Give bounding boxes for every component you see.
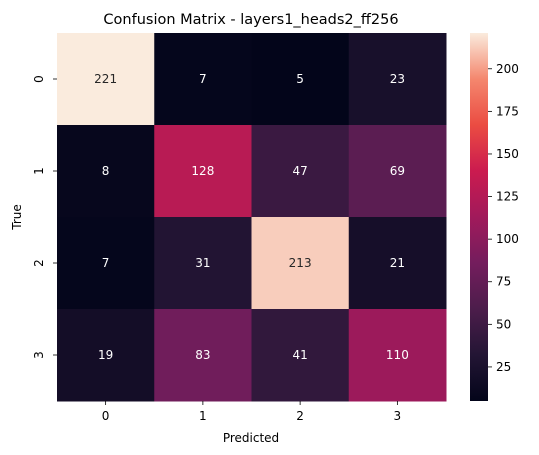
cell-value-1-1: 128 [191, 164, 214, 178]
heatmap-cell-2-0 [57, 217, 155, 310]
heatmap-cell-0-3 [348, 33, 447, 126]
cell-value-3-2: 41 [292, 348, 307, 362]
x-axis-ticks: 0 1 2 3 [102, 401, 401, 423]
y-tick-label-3: 3 [32, 351, 46, 359]
heatmap-cell-3-2 [251, 309, 350, 402]
x-tick-label-2: 2 [296, 409, 304, 423]
x-tick-label-3: 3 [394, 409, 402, 423]
chart-title: Confusion Matrix - layers1_heads2_ff256 [103, 12, 398, 28]
colorbar [470, 33, 488, 401]
heatmap-cell-3-0 [57, 309, 155, 402]
x-tick-label-1: 1 [199, 409, 207, 423]
heatmap-cell-1-1 [154, 125, 252, 218]
heatmap-cell-1-0 [57, 125, 155, 218]
cell-value-2-0: 7 [102, 256, 110, 270]
cell-value-1-3: 69 [390, 164, 405, 178]
cell-value-3-3: 110 [386, 348, 409, 362]
cell-value-0-3: 23 [390, 72, 405, 86]
colorbar-tick-label-150: 150 [496, 147, 519, 161]
cell-value-2-2: 213 [289, 256, 312, 270]
colorbar-tick-label-50: 50 [496, 317, 511, 331]
heatmap-cell-2-2 [251, 217, 350, 310]
cell-value-0-0: 221 [94, 72, 117, 86]
x-axis-label: Predicted [223, 431, 279, 445]
cell-value-3-1: 83 [195, 348, 210, 362]
cell-value-2-3: 21 [390, 256, 405, 270]
y-tick-label-2: 2 [32, 259, 46, 267]
colorbar-tick-label-25: 25 [496, 360, 511, 374]
heatmap-cell-1-3 [348, 125, 447, 218]
heatmap-cell-3-1 [154, 309, 252, 402]
cell-value-1-2: 47 [292, 164, 307, 178]
x-tick-label-0: 0 [102, 409, 110, 423]
y-axis-ticks: 0 1 2 3 [32, 75, 57, 359]
heatmap-cell-0-2 [251, 33, 350, 126]
colorbar-tick-label-100: 100 [496, 232, 519, 246]
colorbar-tick-label-200: 200 [496, 62, 519, 76]
y-tick-label-0: 0 [32, 75, 46, 83]
heatmap-cell-3-3 [348, 309, 447, 402]
colorbar-tick-label-175: 175 [496, 104, 519, 118]
cell-value-1-0: 8 [102, 164, 110, 178]
heatmap-cell-2-3 [348, 217, 447, 310]
y-tick-label-1: 1 [32, 167, 46, 175]
colorbar-ticks: 25 50 75 100 125 150 175 200 [488, 62, 519, 374]
cell-value-2-1: 31 [195, 256, 210, 270]
heatmap-cell-1-2 [251, 125, 350, 218]
cell-value-0-1: 7 [199, 72, 207, 86]
cell-value-0-2: 5 [296, 72, 304, 86]
heatmap-cell-2-1 [154, 217, 252, 310]
y-axis-label: True [10, 204, 24, 231]
heatmap-cell-0-1 [154, 33, 252, 126]
heatmap-cell-0-0 [57, 33, 155, 126]
colorbar-tick-label-125: 125 [496, 190, 519, 204]
heatmap-cells: 221 7 5 23 8 128 47 69 7 31 213 21 19 83 41 110 [57, 33, 447, 402]
colorbar-tick-label-75: 75 [496, 275, 511, 289]
cell-value-3-0: 19 [98, 348, 113, 362]
